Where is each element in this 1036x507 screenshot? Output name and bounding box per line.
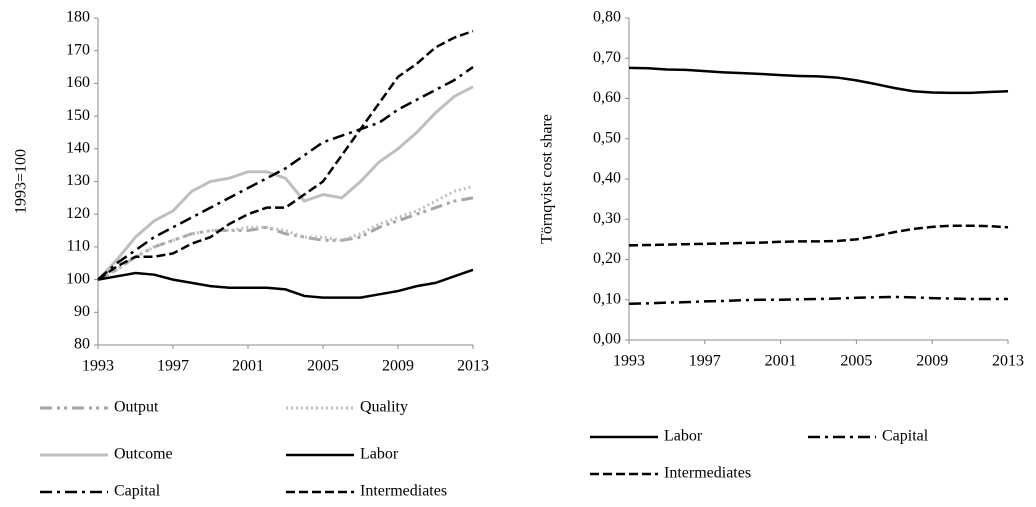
y-tick-label: 150 (66, 107, 90, 124)
series-line (96, 85, 474, 281)
legend-label: Intermediates (360, 483, 447, 500)
y-tick-label: 80 (74, 336, 90, 353)
legend-label: Intermediates (664, 465, 751, 482)
y-tick-label: 0,50 (593, 129, 621, 146)
series-line (97, 29, 474, 281)
legend-label: Labor (360, 446, 399, 463)
y-tick-label: 0,60 (593, 89, 621, 106)
y-tick-label: 0,40 (593, 170, 621, 187)
x-tick-label: 2005 (307, 358, 339, 375)
y-tick-label: 90 (74, 303, 90, 320)
y-tick-label: 100 (66, 270, 90, 287)
y-tick-label: 0,70 (593, 49, 621, 66)
x-tick-label: 1997 (689, 353, 721, 370)
y-tick-label: 0,00 (593, 331, 621, 348)
legend-label: Capital (882, 428, 929, 445)
x-tick-label: 1993 (613, 353, 645, 370)
y-tick-label: 180 (66, 9, 90, 26)
y-tick-label: 110 (67, 238, 90, 255)
x-tick-label: 1997 (157, 358, 189, 375)
legend-label: Quality (360, 399, 408, 416)
y-tick-label: 0,20 (593, 250, 621, 267)
x-tick-label: 2009 (382, 358, 414, 375)
x-tick-label: 2005 (840, 353, 872, 370)
legend-label: Output (114, 399, 159, 416)
x-tick-label: 2013 (457, 358, 489, 375)
series-line (97, 196, 474, 281)
legend-label: Labor (664, 428, 703, 445)
series-line (97, 184, 474, 281)
x-tick-label: 2001 (765, 353, 797, 370)
y-tick-label: 0,30 (593, 210, 621, 227)
series-line (97, 268, 474, 299)
legend-label: Capital (114, 483, 161, 500)
y-tick-label: 120 (66, 205, 90, 222)
series-line (628, 224, 1009, 247)
y-tick-label: 0,10 (593, 290, 621, 307)
legend-label: Outcome (114, 446, 173, 463)
y-tick-label: 140 (66, 139, 90, 156)
y-tick-label: 170 (66, 41, 90, 58)
y-axis-label: 1993=100 (13, 149, 30, 214)
series-line (97, 66, 474, 281)
series-line (628, 295, 1008, 306)
y-tick-label: 130 (66, 172, 90, 189)
x-tick-label: 2001 (232, 358, 264, 375)
x-tick-label: 2009 (916, 353, 948, 370)
y-tick-label: 160 (66, 74, 90, 91)
x-tick-label: 2013 (992, 353, 1024, 370)
x-tick-label: 1993 (82, 358, 114, 375)
y-tick-label: 0,80 (593, 9, 621, 26)
series-line (628, 66, 1009, 95)
y-axis-label: Törnqvist cost share (539, 114, 556, 244)
